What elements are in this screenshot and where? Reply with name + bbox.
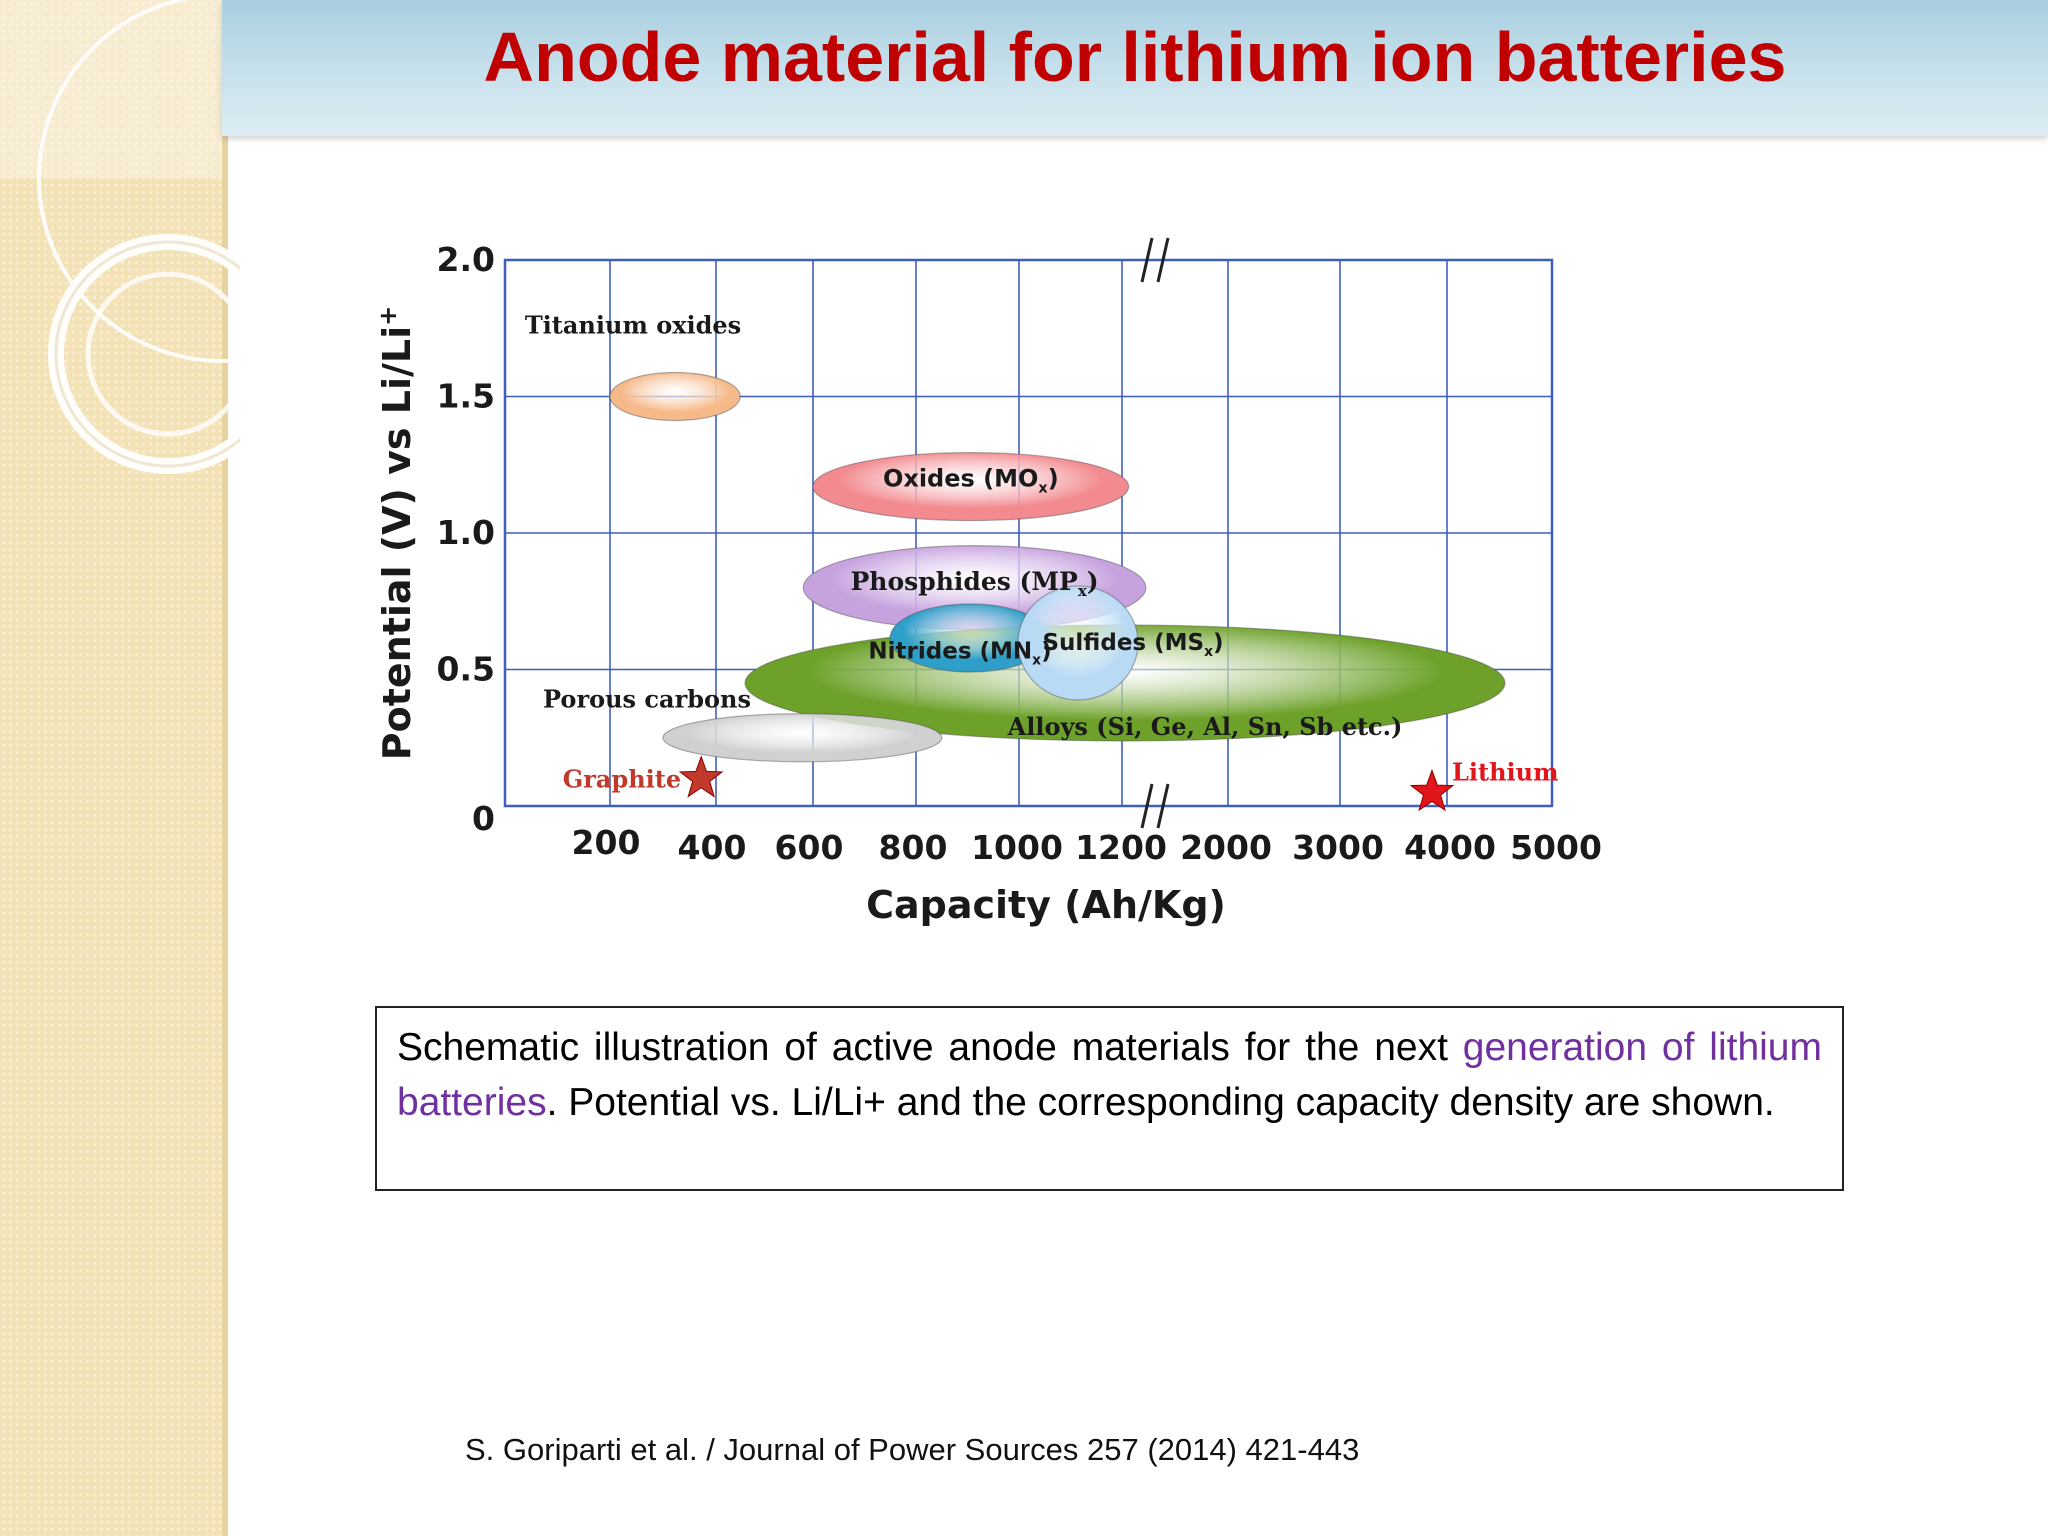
axis-break-mark — [1140, 783, 1154, 829]
region-label: Titanium oxides — [525, 311, 741, 340]
x-tick-label: 2000 — [1180, 828, 1272, 867]
point-label: Graphite — [563, 765, 681, 794]
deco-ring-inner — [85, 271, 240, 437]
chart-axes: 0 0.5 1.0 1.5 2.0 200 400 600 800 1000 1200 2000 300… — [374, 237, 1602, 927]
point-star — [678, 755, 724, 798]
region-label: Nitrides (MNx) — [868, 638, 1051, 668]
caption-text: Schematic illustration of active anode m… — [397, 1026, 1463, 1069]
region-label: Porous carbons — [543, 685, 751, 714]
region-ellipse — [1017, 585, 1139, 701]
point-star — [1409, 768, 1455, 812]
title-bar — [222, 0, 2048, 136]
x-tick-label: 800 — [879, 828, 948, 867]
region-ellipse — [609, 371, 741, 422]
citation: S. Goriparti et al. / Journal of Power S… — [465, 1432, 1360, 1467]
region-label: Phosphides (MPx) — [851, 567, 1099, 600]
y-tick-label: 2.0 — [437, 240, 495, 279]
caption-box: Schematic illustration of active anode m… — [375, 1006, 1844, 1191]
x-tick-label: 4000 — [1404, 828, 1496, 867]
deco-ring-large — [37, 0, 240, 363]
region-ellipse — [812, 451, 1130, 522]
y-tick-label: 1.5 — [437, 377, 495, 416]
x-tick-label: 1000 — [971, 828, 1063, 867]
chart-labels: Titanium oxides Oxides (MOx) Phosphides (M… — [525, 311, 1403, 741]
chart-points: Graphite Lithium — [563, 755, 1559, 812]
deco-ring-outer — [48, 234, 240, 474]
deco-ring-outline — [54, 240, 240, 468]
x-tick-label: 600 — [775, 828, 844, 867]
decorative-rings — [0, 0, 240, 474]
axis-break-mark — [1156, 783, 1170, 829]
x-tick-label: 200 — [572, 823, 641, 862]
region-label: Sulfides (MSx) — [1042, 630, 1223, 660]
anode-materials-chart: Titanium oxides Oxides (MOx) Phosphides (M… — [374, 237, 1602, 927]
axis-break-mark — [1140, 237, 1154, 283]
x-tick-label: 5000 — [1510, 828, 1602, 867]
slide-title: Anode material for lithium ion batteries — [483, 18, 1787, 96]
sidebar-edge — [222, 0, 228, 1536]
y-tick-label: 0 — [472, 799, 495, 838]
caption-text-end: . Potential vs. Li/Li+ and the correspon… — [546, 1081, 1775, 1124]
y-tick-label: 0.5 — [437, 650, 495, 689]
axis-break-mark — [1156, 237, 1170, 283]
point-label: Lithium — [1452, 757, 1559, 786]
x-axis-label: Capacity (Ah/Kg) — [866, 883, 1226, 927]
y-tick-label: 1.0 — [437, 513, 495, 552]
y-axis-label: Potential (V) vs Li/Li+ — [374, 306, 419, 761]
region-label: Oxides (MOx) — [883, 464, 1059, 496]
region-label: Alloys (Si, Ge, Al, Sn, Sb etc.) — [1007, 712, 1403, 741]
x-tick-label: 400 — [678, 828, 747, 867]
region-ellipse — [662, 713, 943, 763]
deco-panel — [0, 0, 222, 178]
x-tick-label: 3000 — [1292, 828, 1384, 867]
x-tick-label: 1200 — [1075, 828, 1167, 867]
chart-regions — [609, 371, 1506, 763]
caption-highlight: generation of lithium batteries — [397, 1026, 1822, 1124]
